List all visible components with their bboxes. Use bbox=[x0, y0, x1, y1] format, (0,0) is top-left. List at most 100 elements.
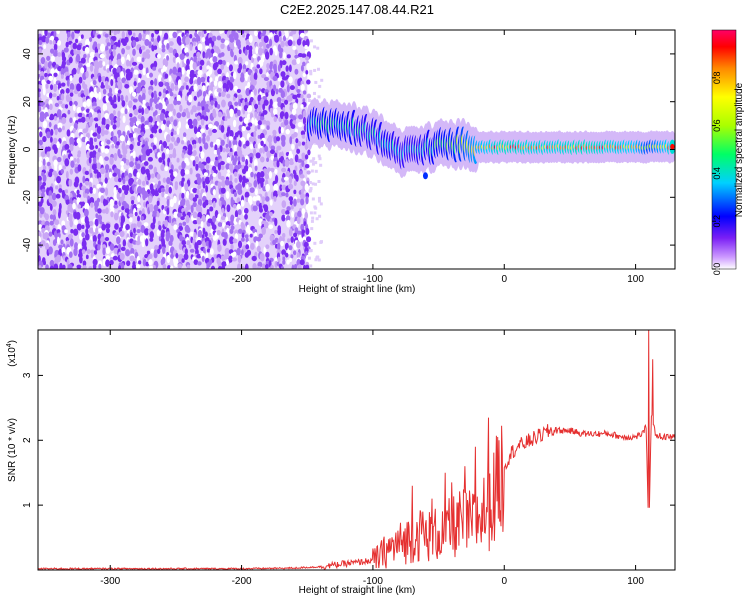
heatmap-noise-cell bbox=[80, 34, 84, 39]
heatmap-noise-cell bbox=[58, 188, 63, 193]
heatmap-noise-cell bbox=[193, 259, 199, 265]
heatmap-noise-cell bbox=[46, 131, 52, 139]
heatmap-noise-cell bbox=[291, 264, 295, 269]
heatmap-noise-cell bbox=[73, 247, 78, 257]
heatmap-noise-cell bbox=[106, 68, 110, 73]
heatmap-noise-cell bbox=[232, 158, 237, 166]
heatmap-noise-cell bbox=[57, 40, 62, 46]
heatmap-x-tick-label: -100 bbox=[363, 274, 383, 285]
heatmap-noise-cell bbox=[41, 79, 47, 86]
heatmap-noise-cell bbox=[220, 165, 225, 171]
heatmap-noise-cell bbox=[173, 258, 179, 268]
heatmap-noise-cell bbox=[207, 105, 214, 110]
snr-y-axis: 1 2 3 bbox=[22, 372, 675, 508]
heatmap-noise-cell bbox=[268, 212, 273, 217]
heatmap-noise-cell bbox=[219, 161, 225, 166]
heatmap-noise-cell bbox=[97, 34, 101, 39]
heatmap-noise-cell bbox=[273, 116, 278, 123]
heatmap-noise-cell bbox=[89, 220, 94, 227]
heatmap-noise-cell bbox=[229, 36, 235, 44]
heatmap-noise-cell bbox=[134, 37, 140, 42]
heatmap-noise-cell bbox=[282, 259, 286, 265]
heatmap-noise-cell bbox=[157, 74, 163, 83]
heatmap-noise-cell bbox=[180, 85, 185, 90]
heatmap-noise-cell bbox=[243, 207, 249, 214]
heatmap-noise-cell bbox=[233, 191, 238, 198]
heatmap-noise-cell bbox=[81, 201, 86, 207]
heatmap-noise-cell bbox=[188, 88, 192, 95]
heatmap-noise-cell bbox=[108, 31, 112, 39]
heatmap-noise-cell bbox=[280, 71, 286, 78]
heatmap-noise-cell bbox=[221, 207, 225, 213]
heatmap-speckle bbox=[314, 258, 318, 262]
heatmap-noise-cell bbox=[228, 64, 233, 72]
heatmap-noise-cell bbox=[161, 44, 166, 49]
heatmap-noise-cell bbox=[139, 235, 145, 243]
heatmap-noise-cell bbox=[205, 240, 210, 247]
heatmap-noise-cell bbox=[135, 86, 141, 94]
heatmap-noise-cell bbox=[201, 36, 206, 43]
heatmap-noise-cell bbox=[60, 168, 64, 174]
heatmap-noise-cell bbox=[49, 259, 55, 267]
heatmap-noise-cell bbox=[197, 229, 203, 239]
heatmap-noise-cell bbox=[97, 112, 101, 121]
heatmap-noise-cell bbox=[254, 111, 258, 118]
heatmap-noise-cell bbox=[300, 188, 305, 194]
heatmap-noise-cell bbox=[152, 264, 157, 269]
heatmap-noise-cell bbox=[300, 94, 304, 99]
heatmap-noise-cell bbox=[168, 88, 173, 94]
heatmap-noise-cell bbox=[109, 125, 114, 133]
heatmap-noise-cell bbox=[138, 260, 142, 265]
heatmap-noise-cell bbox=[202, 227, 206, 235]
heatmap-noise-cell bbox=[48, 92, 53, 99]
heatmap-noise-cell bbox=[78, 76, 83, 84]
heatmap-noise-cell bbox=[64, 104, 69, 109]
heatmap-noise-cell bbox=[124, 36, 129, 43]
heatmap-noise-cell bbox=[256, 265, 262, 269]
heatmap-noise-cell bbox=[180, 168, 186, 177]
heatmap-noise-cell bbox=[39, 206, 45, 215]
heatmap-noise-cell bbox=[276, 96, 282, 103]
heatmap-noise-cell bbox=[236, 88, 241, 93]
heatmap-noise-cell bbox=[140, 137, 144, 142]
heatmap-noise-cell bbox=[240, 199, 245, 207]
heatmap-noise-cell bbox=[142, 33, 147, 38]
heatmap-noise-cell bbox=[248, 105, 253, 112]
heatmap-speckle bbox=[309, 264, 313, 268]
heatmap-noise-cell bbox=[131, 264, 137, 269]
heatmap-noise-cell bbox=[120, 71, 125, 80]
heatmap-noise-cell bbox=[81, 185, 87, 191]
heatmap-noise-cell bbox=[186, 111, 191, 119]
heatmap-noise-cell bbox=[93, 169, 99, 175]
heatmap-noise-cell bbox=[260, 180, 264, 188]
heatmap-noise-cell bbox=[306, 170, 311, 175]
heatmap-noise-cell bbox=[191, 37, 197, 43]
heatmap-noise-cell bbox=[281, 237, 285, 242]
heatmap-noise-cell bbox=[85, 193, 88, 199]
heatmap-noise-cell bbox=[106, 42, 111, 47]
heatmap-noise-cell bbox=[189, 77, 194, 85]
heatmap-noise-cell bbox=[216, 87, 222, 93]
heatmap-noise-cell bbox=[226, 258, 229, 266]
heatmap-noise-cell bbox=[213, 169, 218, 174]
heatmap-noise-cell bbox=[44, 30, 48, 37]
heatmap-noise-cell bbox=[100, 167, 106, 175]
heatmap-noise-cell bbox=[111, 143, 115, 149]
heatmap-noise-cell bbox=[153, 123, 159, 130]
heatmap-noise-cell bbox=[204, 95, 210, 103]
heatmap-noise-cell bbox=[100, 141, 105, 146]
heatmap-noise-cell bbox=[296, 230, 302, 236]
heatmap-noise-cell bbox=[148, 148, 153, 154]
heatmap-noise-cell bbox=[255, 240, 259, 248]
heatmap-y-tick-label: -40 bbox=[22, 237, 33, 252]
heatmap-noise-cell bbox=[296, 38, 302, 46]
heatmap-noise-cell bbox=[137, 77, 141, 84]
heatmap-noise-cell bbox=[202, 90, 207, 98]
heatmap-noise-cell bbox=[91, 150, 97, 159]
heatmap-noise-cell bbox=[147, 156, 153, 162]
heatmap-noise-cell bbox=[160, 164, 166, 172]
heatmap-noise-cell bbox=[291, 143, 295, 150]
heatmap-noise-cell bbox=[272, 239, 277, 246]
colorbar-tick-label: 0.6 bbox=[712, 119, 722, 132]
heatmap-noise-cell bbox=[42, 174, 47, 183]
